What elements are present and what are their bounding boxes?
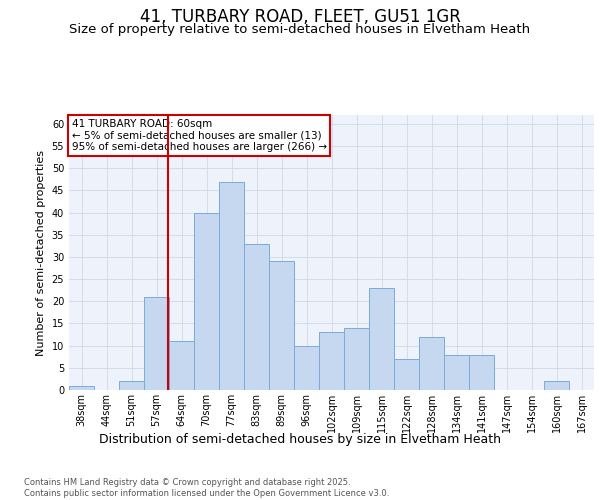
Bar: [144, 297, 169, 390]
Bar: [369, 288, 394, 390]
Text: 41 TURBARY ROAD: 60sqm
← 5% of semi-detached houses are smaller (13)
95% of semi: 41 TURBARY ROAD: 60sqm ← 5% of semi-deta…: [71, 119, 327, 152]
Bar: [444, 354, 469, 390]
Bar: [169, 341, 194, 390]
Text: Size of property relative to semi-detached houses in Elvetham Heath: Size of property relative to semi-detach…: [70, 22, 530, 36]
Bar: [119, 381, 144, 390]
Bar: [244, 244, 269, 390]
Bar: [69, 386, 94, 390]
Text: 41, TURBARY ROAD, FLEET, GU51 1GR: 41, TURBARY ROAD, FLEET, GU51 1GR: [140, 8, 460, 26]
Text: Distribution of semi-detached houses by size in Elvetham Heath: Distribution of semi-detached houses by …: [99, 432, 501, 446]
Text: Contains HM Land Registry data © Crown copyright and database right 2025.
Contai: Contains HM Land Registry data © Crown c…: [24, 478, 389, 498]
Bar: [419, 337, 444, 390]
Bar: [194, 212, 219, 390]
Bar: [469, 354, 494, 390]
Bar: [394, 359, 419, 390]
Bar: [269, 262, 294, 390]
Bar: [219, 182, 244, 390]
Bar: [319, 332, 344, 390]
Bar: [544, 381, 569, 390]
Bar: [344, 328, 369, 390]
Bar: [294, 346, 319, 390]
Y-axis label: Number of semi-detached properties: Number of semi-detached properties: [36, 150, 46, 356]
